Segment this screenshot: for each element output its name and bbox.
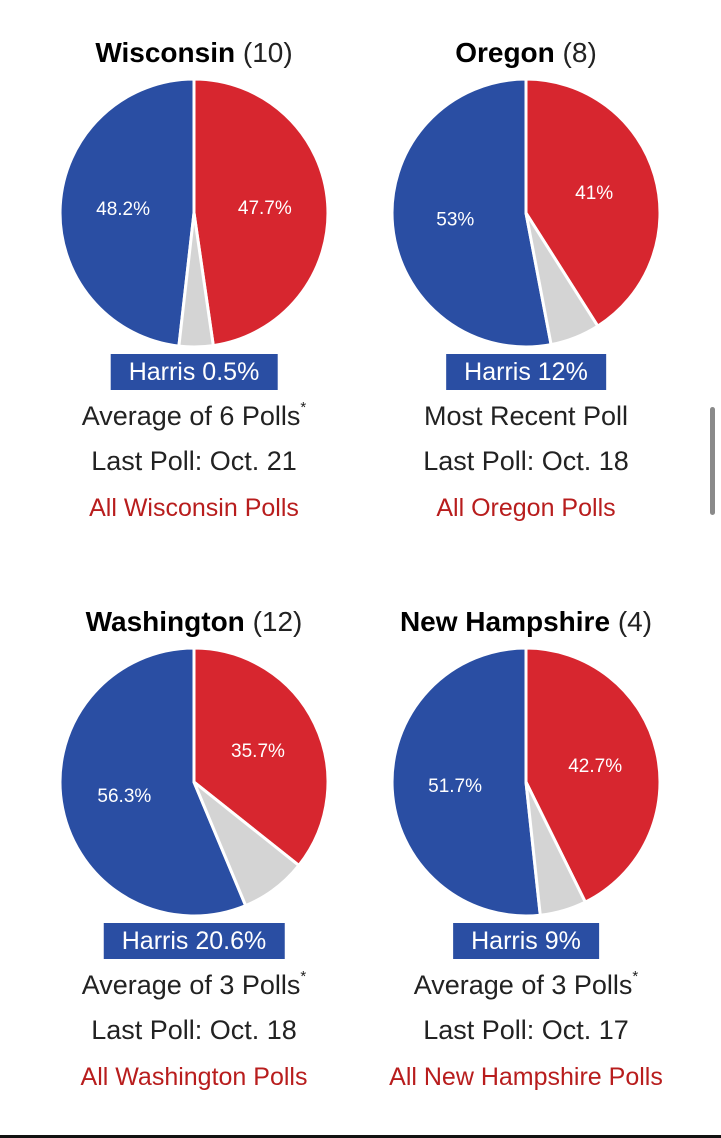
pie-slice-other — [524, 780, 587, 917]
pie-chart: 53% 41% — [390, 77, 662, 349]
pie-chart: 56.3% 35.7% — [58, 646, 330, 918]
electoral-votes: (8) — [562, 37, 597, 68]
chart-title: Washington (12) — [44, 605, 344, 639]
poll-summary: Most Recent Poll — [376, 401, 676, 432]
pie-label-trump: 47.7% — [238, 198, 292, 219]
pie-label-trump: 41% — [575, 183, 613, 204]
leader-badge: Harris 20.6% — [103, 923, 285, 959]
pie-slice-other — [177, 211, 215, 349]
last-poll-date: Last Poll: Oct. 21 — [91, 446, 297, 476]
pie-label-harris: 48.2% — [96, 199, 150, 220]
pie-slice-harris — [58, 77, 196, 348]
pie-label-trump: 35.7% — [231, 741, 285, 762]
last-poll-date: Last Poll: Oct. 17 — [423, 1015, 629, 1045]
pie-label-harris: 56.3% — [97, 786, 151, 807]
state-name: New Hampshire — [399, 606, 611, 637]
pie-slice-trump — [524, 646, 662, 904]
poll-summary-text: Average of 6 Polls — [81, 401, 301, 431]
electoral-votes: (12) — [252, 606, 303, 637]
leader-badge: Harris 12% — [446, 354, 606, 390]
scrollbar[interactable] — [710, 407, 715, 515]
pie-slice-other — [524, 211, 600, 347]
pie-slice-harris — [390, 77, 553, 349]
chart-title: Oregon (8) — [376, 36, 676, 70]
poll-summary-text: Average of 3 Polls — [81, 970, 301, 1000]
poll-summary: Average of 3 Polls* — [376, 968, 676, 1001]
leader-badge: Harris 0.5% — [110, 354, 278, 390]
poll-summary: Average of 3 Polls* — [44, 968, 344, 1001]
footnote-asterisk: * — [300, 968, 307, 985]
pie-slice-trump — [192, 646, 330, 867]
last-poll-date: Last Poll: Oct. 18 — [423, 446, 629, 476]
all-polls-link[interactable]: All Wisconsin Polls — [89, 494, 299, 522]
state-name: Wisconsin — [95, 37, 236, 68]
pie-slice-harris — [390, 646, 542, 918]
bottom-divider — [0, 1135, 721, 1138]
electoral-votes: (10) — [242, 37, 293, 68]
pie-slice-other — [192, 780, 301, 908]
all-polls-link[interactable]: All Washington Polls — [80, 1063, 308, 1091]
pie-slice-trump — [192, 77, 330, 348]
chart-title: New Hampshire (4) — [376, 605, 676, 639]
state-name: Oregon — [455, 37, 555, 68]
all-polls-link[interactable]: All New Hampshire Polls — [389, 1063, 663, 1091]
pie-label-harris: 53% — [436, 210, 474, 231]
last-poll-date: Last Poll: Oct. 18 — [91, 1015, 297, 1045]
pie-chart: 51.7% 42.7% — [390, 646, 662, 918]
poll-summary-text: Most Recent Poll — [423, 401, 629, 431]
leader-badge: Harris 9% — [453, 923, 599, 959]
poll-summary-text: Average of 3 Polls — [413, 970, 633, 1000]
pie-chart: 48.2% 47.7% — [58, 77, 330, 349]
footnote-asterisk: * — [632, 968, 639, 985]
chart-title: Wisconsin (10) — [44, 36, 344, 70]
pie-label-harris: 51.7% — [428, 776, 482, 797]
pie-slice-harris — [58, 646, 248, 918]
poll-summary: Average of 6 Polls* — [44, 399, 344, 432]
electoral-votes: (4) — [617, 606, 653, 637]
state-name: Washington — [85, 606, 245, 637]
pie-label-trump: 42.7% — [568, 756, 622, 777]
footnote-asterisk: * — [300, 399, 307, 416]
all-polls-link[interactable]: All Oregon Polls — [436, 494, 616, 522]
